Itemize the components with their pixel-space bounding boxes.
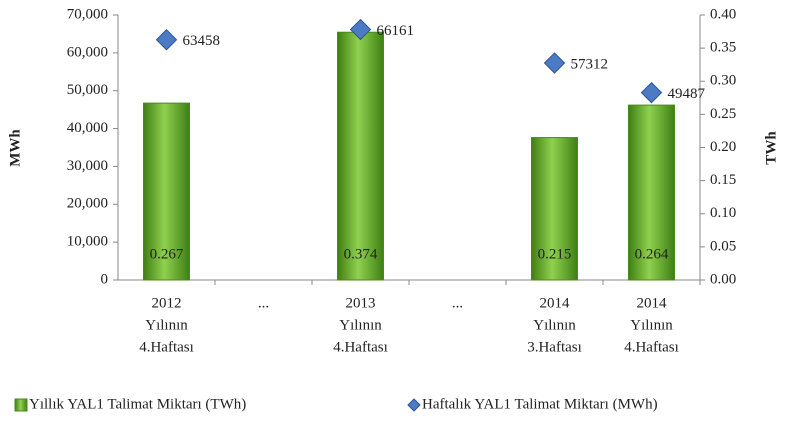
diamond-marker xyxy=(543,52,566,74)
x-tick-label: 2014 xyxy=(637,295,668,311)
y2-axis-title: TWh xyxy=(763,131,779,165)
point-value-label: 63458 xyxy=(183,33,221,49)
y-tick-label: 10,000 xyxy=(67,234,108,250)
x-tick-label: ... xyxy=(258,295,269,311)
bar xyxy=(337,31,384,281)
x-tick-label: Yılının xyxy=(533,317,576,333)
x-tick-label: Yılının xyxy=(630,317,673,333)
diamond-marker xyxy=(349,18,372,41)
legend-swatch xyxy=(407,398,421,412)
y2-tick-label: 0.05 xyxy=(710,238,736,254)
y-tick-label: 70,000 xyxy=(67,6,108,22)
bar-value-label: 0.374 xyxy=(344,246,378,262)
diamond-marker xyxy=(640,81,663,104)
x-tick-label: 2012 xyxy=(152,295,182,311)
x-tick-label: 4.Haftası xyxy=(333,339,388,355)
bar xyxy=(628,104,675,281)
point-value-label: 57312 xyxy=(571,56,609,72)
y-tick-label: 30,000 xyxy=(67,158,108,174)
y-axis-title: MWh xyxy=(7,129,23,167)
y-tick-label: 0 xyxy=(101,271,109,287)
y2-tick-label: 0.25 xyxy=(710,106,736,122)
diamond-marker xyxy=(155,29,178,51)
x-tick-label: 2014 xyxy=(540,295,571,311)
y-tick-label: 60,000 xyxy=(67,44,108,60)
bar xyxy=(143,102,190,281)
point-value-label: 49487 xyxy=(668,86,706,102)
y2-tick-label: 0.10 xyxy=(710,205,736,221)
x-tick-label: ... xyxy=(452,295,463,311)
y2-tick-label: 0.30 xyxy=(710,73,736,89)
bar-value-label: 0.267 xyxy=(150,246,184,262)
x-tick-label: 3.Haftası xyxy=(527,339,582,355)
x-tick-label: Yılının xyxy=(339,317,382,333)
y-tick-label: 20,000 xyxy=(67,196,108,212)
x-tick-label: Yılının xyxy=(145,317,188,333)
x-tick-label: 2013 xyxy=(346,295,376,311)
y-tick-label: 40,000 xyxy=(67,120,108,136)
legend-label: Haftalık YAL1 Talimat Miktarı (MWh) xyxy=(422,396,658,412)
y2-tick-label: 0.35 xyxy=(710,40,736,56)
y2-tick-label: 0.00 xyxy=(710,271,736,287)
bar-value-label: 0.264 xyxy=(635,246,669,262)
x-tick-label: 4.Haftası xyxy=(624,339,679,355)
point-value-label: 66161 xyxy=(377,23,415,39)
bar xyxy=(531,137,578,281)
legend-label: Yıllık YAL1 Talimat Miktarı (TWh) xyxy=(29,396,246,412)
y2-tick-label: 0.40 xyxy=(710,6,736,22)
x-tick-label: 4.Haftası xyxy=(139,339,194,355)
bar-value-label: 0.215 xyxy=(538,246,572,262)
y-tick-label: 50,000 xyxy=(67,82,108,98)
y2-tick-label: 0.15 xyxy=(710,172,736,188)
y2-tick-label: 0.20 xyxy=(710,139,736,155)
legend-swatch xyxy=(14,398,28,412)
